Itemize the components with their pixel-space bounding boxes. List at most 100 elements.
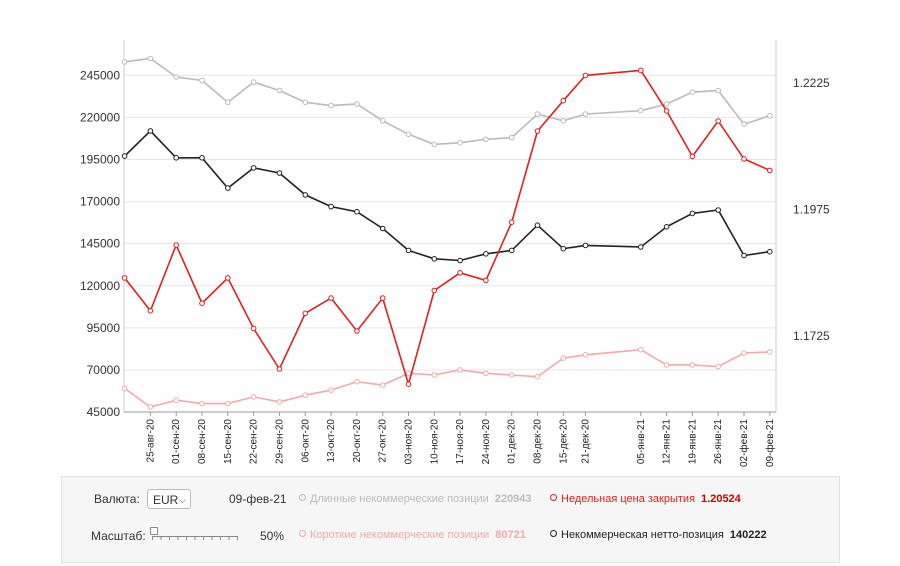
- gridlines: [124, 74, 776, 413]
- data-point: [457, 139, 463, 146]
- data-point: [715, 207, 722, 213]
- x-tick-label: 13-окт-20: [326, 419, 337, 463]
- data-point: [250, 394, 257, 400]
- data-point: [483, 370, 489, 377]
- data-point: [560, 245, 567, 252]
- data-point: [560, 97, 567, 104]
- x-tick-label: 26-янв-21: [713, 419, 724, 465]
- data-point: [560, 118, 567, 124]
- data-point: [302, 192, 309, 198]
- slider-ticks: [152, 536, 238, 540]
- chevron-down-icon: ⌵: [179, 495, 186, 505]
- data-point: [250, 165, 257, 171]
- data-point: [302, 392, 309, 399]
- x-tick-label: 19-янв-21: [687, 419, 698, 465]
- y-left-tick-label: 170000: [80, 195, 120, 209]
- series-lines: [121, 55, 773, 410]
- series-line: [124, 57, 771, 146]
- legend-short-label: Короткие некоммерческие позиции: [310, 529, 490, 541]
- data-point: [582, 111, 589, 117]
- data-point: [147, 404, 154, 410]
- data-point: [663, 101, 670, 107]
- currency-label: Валюта:: [94, 492, 140, 506]
- currency-select[interactable]: EUR ⌵: [147, 489, 191, 509]
- data-point: [715, 87, 722, 94]
- data-point: [276, 87, 283, 94]
- data-point: [121, 385, 128, 392]
- data-point: [582, 72, 589, 79]
- x-tick-label: 06-окт-20: [300, 419, 311, 463]
- legend-close-label: Недельная цена закрытия: [561, 493, 696, 505]
- data-point: [379, 382, 386, 388]
- data-point: [225, 185, 231, 191]
- legend-close-price[interactable]: Недельная цена закрытия 1.20524: [550, 493, 741, 505]
- scale-slider[interactable]: [150, 527, 238, 541]
- legend-long-positions[interactable]: Длинные некоммерческие позиции 220943: [299, 493, 532, 505]
- data-point: [689, 362, 696, 368]
- circle-marker-icon: [299, 494, 306, 501]
- x-tick-label: 17-ноя-20: [455, 419, 466, 465]
- legend-net-value: 140222: [729, 529, 767, 541]
- data-point: [431, 141, 438, 148]
- data-point: [225, 99, 231, 106]
- y-left-tick-label: 145000: [80, 237, 120, 251]
- data-point: [767, 349, 773, 355]
- scale-value: 50%: [260, 529, 285, 543]
- data-point: [173, 242, 179, 248]
- y-right-tick-label: 1.2225: [793, 76, 830, 90]
- data-point: [689, 89, 696, 95]
- data-point: [405, 381, 412, 388]
- data-point: [483, 277, 489, 284]
- data-point: [199, 400, 205, 407]
- data-point: [689, 210, 696, 217]
- x-tick-label: 22-сен-20: [249, 419, 260, 464]
- x-tick-label: 09-фев-21: [764, 419, 776, 467]
- data-point: [638, 67, 644, 74]
- data-point: [173, 397, 179, 404]
- data-point: [741, 252, 747, 259]
- data-point: [121, 275, 128, 281]
- x-tick-label: 03-ноя-20: [403, 419, 414, 465]
- data-point: [715, 363, 722, 370]
- axis-labels: 245000 220000 195000 170000 145000 120000 9500…: [80, 68, 830, 467]
- x-tick-label: 29-сен-20: [274, 419, 285, 464]
- data-point: [121, 153, 128, 159]
- data-point: [199, 77, 205, 84]
- legend-close-value: 1.20524: [701, 493, 741, 505]
- x-tick-label: 15-дек-20: [558, 419, 569, 464]
- x-tick-label: 08-сен-20: [197, 419, 208, 464]
- data-point: [534, 373, 541, 380]
- data-point: [302, 99, 309, 106]
- data-point: [457, 257, 463, 264]
- data-point: [582, 242, 589, 249]
- data-point: [354, 208, 360, 215]
- data-point: [431, 372, 438, 378]
- data-point: [379, 225, 386, 232]
- data-point: [431, 287, 438, 294]
- legend-net-label: Некоммерческая нетто-позиция: [561, 529, 724, 541]
- circle-marker-icon: [299, 530, 306, 537]
- x-tick-label: 15-сен-20: [223, 419, 234, 464]
- data-point: [715, 118, 722, 124]
- data-point: [405, 370, 412, 377]
- data-point: [276, 399, 283, 405]
- data-point: [663, 108, 670, 114]
- y-left-tick-label: 220000: [80, 110, 120, 124]
- data-point: [354, 101, 360, 107]
- y-left-tick-label: 45000: [87, 405, 121, 419]
- data-point: [199, 300, 205, 307]
- slider-thumb[interactable]: [150, 527, 158, 535]
- data-point: [534, 222, 541, 228]
- data-point: [379, 118, 386, 124]
- data-point: [767, 167, 773, 174]
- y-right-tick-label: 1.1725: [793, 329, 830, 343]
- data-point: [302, 310, 309, 317]
- data-point: [147, 308, 154, 314]
- data-point: [250, 325, 257, 332]
- data-point: [225, 275, 231, 281]
- data-point: [741, 156, 747, 162]
- data-point: [147, 55, 154, 62]
- y-left-tick-label: 245000: [80, 68, 120, 82]
- legend-short-positions[interactable]: Короткие некоммерческие позиции 80721: [299, 529, 526, 541]
- legend-net-position[interactable]: Некоммерческая нетто-позиция 140222: [550, 529, 767, 541]
